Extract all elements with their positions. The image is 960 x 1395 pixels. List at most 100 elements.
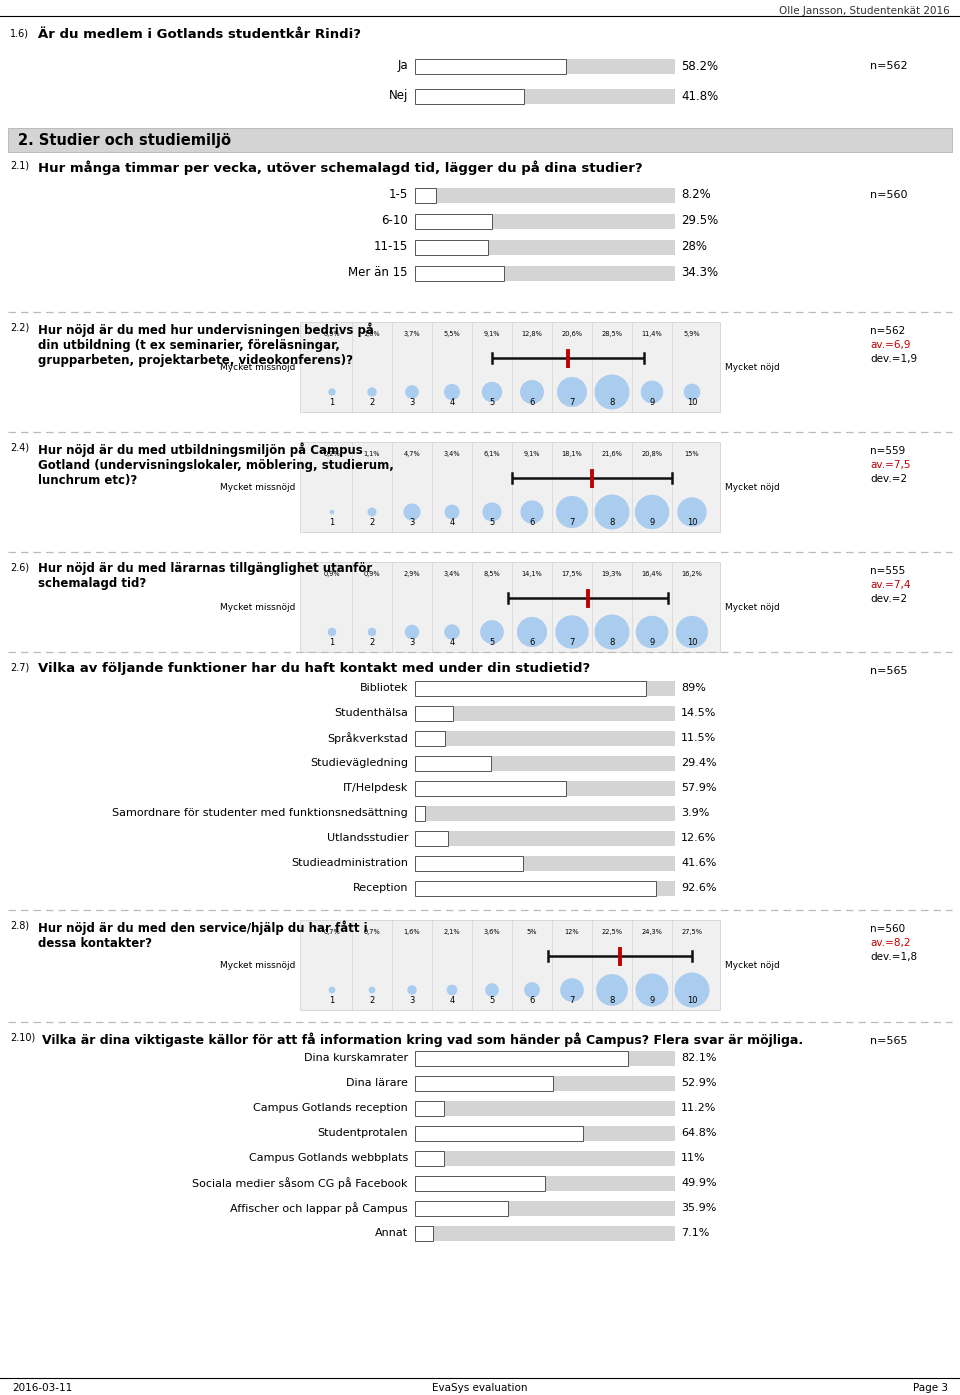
Text: 92.6%: 92.6% [681,883,716,893]
FancyBboxPatch shape [415,830,447,845]
Text: 41.8%: 41.8% [681,89,718,102]
Text: av.=7,4: av.=7,4 [870,580,910,590]
Text: 10: 10 [686,996,697,1004]
Circle shape [405,625,419,639]
Text: 22,5%: 22,5% [602,929,622,935]
Text: Hur nöjd är du med lärarnas tillgänglighet utanför
schemalagd tid?: Hur nöjd är du med lärarnas tillgängligh… [38,562,372,590]
FancyBboxPatch shape [300,562,720,651]
Circle shape [636,974,668,1006]
Text: Bibliotek: Bibliotek [359,684,408,693]
Text: 11.5%: 11.5% [681,732,716,744]
FancyBboxPatch shape [415,1126,584,1141]
Text: 1,6%: 1,6% [404,929,420,935]
Text: dev.=2: dev.=2 [870,594,907,604]
Text: 6: 6 [529,518,535,527]
FancyBboxPatch shape [415,880,656,896]
Circle shape [521,501,543,523]
Text: n=565: n=565 [870,1036,907,1046]
Text: Page 3: Page 3 [913,1382,948,1394]
Text: 28,5%: 28,5% [602,331,622,338]
Text: Studieadministration: Studieadministration [291,858,408,868]
Text: 2: 2 [370,638,374,647]
Text: 2.8): 2.8) [10,919,29,930]
Text: 6: 6 [529,996,535,1004]
Text: 12%: 12% [564,929,579,935]
Text: 2.7): 2.7) [10,663,29,672]
Text: 2.10): 2.10) [10,1032,36,1042]
Circle shape [408,986,416,995]
Text: n=560: n=560 [870,190,907,199]
Text: n=565: n=565 [870,665,907,677]
FancyBboxPatch shape [300,919,720,1010]
Text: 5: 5 [490,518,494,527]
Text: Hur nöjd är du med hur undervisningen bedrivs på
din utbildning (t ex seminarier: Hur nöjd är du med hur undervisningen be… [38,322,373,367]
Text: 1,6%: 1,6% [364,331,380,338]
Text: Studentprotalen: Studentprotalen [318,1129,408,1138]
Text: Mycket nöjd: Mycket nöjd [725,483,780,491]
Circle shape [369,508,375,516]
Circle shape [597,975,627,1006]
Circle shape [330,511,334,513]
Text: 6: 6 [529,398,535,407]
Text: 16,2%: 16,2% [682,571,703,578]
Circle shape [483,504,501,520]
FancyBboxPatch shape [415,706,453,720]
FancyBboxPatch shape [415,681,675,696]
Text: 3,4%: 3,4% [444,571,460,578]
FancyBboxPatch shape [415,1050,675,1066]
Text: 5,9%: 5,9% [684,331,700,338]
Text: 1: 1 [329,398,335,407]
Circle shape [525,983,540,997]
Text: Mer än 15: Mer än 15 [348,266,408,279]
Text: 0,9%: 0,9% [364,571,380,578]
Text: 0,9%: 0,9% [324,331,340,338]
Text: 3,7%: 3,7% [404,331,420,338]
Circle shape [368,388,376,396]
Text: 1.6): 1.6) [10,28,29,38]
Circle shape [404,504,420,520]
Text: 82.1%: 82.1% [681,1053,716,1063]
Text: 5: 5 [490,638,494,647]
Circle shape [444,625,459,639]
FancyBboxPatch shape [415,880,675,896]
FancyBboxPatch shape [415,830,675,845]
Text: 29.4%: 29.4% [681,757,716,769]
FancyBboxPatch shape [415,706,675,720]
Text: 2.1): 2.1) [10,160,29,170]
Text: 5: 5 [490,996,494,1004]
Text: av.=6,9: av.=6,9 [870,340,910,350]
FancyBboxPatch shape [415,1225,675,1240]
Text: 21,6%: 21,6% [602,451,622,458]
Text: 49.9%: 49.9% [681,1177,716,1189]
Circle shape [517,618,546,646]
Text: EvaSys evaluation: EvaSys evaluation [432,1382,528,1394]
Circle shape [677,617,708,647]
Text: 3: 3 [409,996,415,1004]
FancyBboxPatch shape [415,265,675,280]
Text: 14.5%: 14.5% [681,709,716,718]
Text: n=562: n=562 [870,61,907,71]
Circle shape [483,382,501,402]
Text: 7: 7 [569,518,575,527]
FancyBboxPatch shape [300,442,720,531]
Circle shape [678,498,706,526]
FancyBboxPatch shape [415,1201,675,1215]
Circle shape [447,985,457,995]
Circle shape [636,495,668,529]
FancyBboxPatch shape [415,1050,629,1066]
FancyBboxPatch shape [415,88,675,103]
FancyBboxPatch shape [300,322,720,412]
Text: Mycket nöjd: Mycket nöjd [725,363,780,371]
Text: Utlandsstudier: Utlandsstudier [326,833,408,843]
Text: 3: 3 [409,398,415,407]
Text: 35.9%: 35.9% [681,1202,716,1214]
Text: 9: 9 [649,398,655,407]
Circle shape [369,628,375,636]
Circle shape [675,974,708,1007]
Text: Affischer och lappar på Campus: Affischer och lappar på Campus [230,1202,408,1214]
Text: 6-10: 6-10 [381,215,408,227]
Text: 7: 7 [569,398,575,407]
Circle shape [684,385,700,399]
Text: Mycket nöjd: Mycket nöjd [725,603,780,611]
FancyBboxPatch shape [415,213,492,229]
